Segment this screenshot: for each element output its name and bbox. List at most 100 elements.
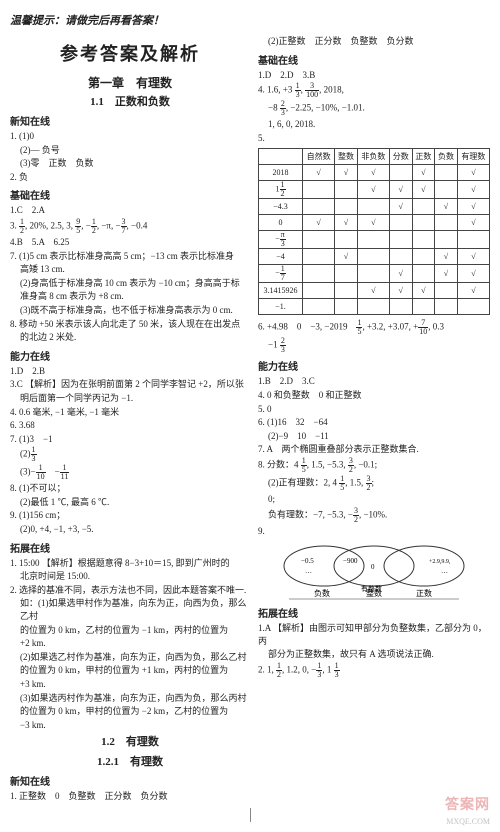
table-cell: √ bbox=[435, 265, 458, 283]
venn-diagram: −0.5 … −900 0 +2.9,9.9, … 负数 整数 正数 有整数 bbox=[258, 541, 490, 601]
table-header bbox=[259, 149, 303, 165]
heading-jichu: 基础在线 bbox=[10, 187, 250, 202]
heading-xinzhi-2: 新知在线 bbox=[10, 773, 250, 788]
table-cell: √ bbox=[357, 181, 389, 199]
table-cell: √ bbox=[457, 249, 489, 265]
table-cell: √ bbox=[389, 283, 412, 299]
text-line: 1. (1)0 bbox=[10, 130, 250, 143]
table-row-label: −π3 bbox=[259, 231, 303, 249]
text-line: (3)零 正数 负数 bbox=[10, 157, 250, 170]
text-line: 5. 0 bbox=[258, 403, 490, 416]
table-cell: √ bbox=[435, 249, 458, 265]
table-header: 有理数 bbox=[457, 149, 489, 165]
table-row-label: 3.1415926 bbox=[259, 283, 303, 299]
table-cell bbox=[357, 265, 389, 283]
text-line: 7. (1)3 −1 bbox=[10, 433, 250, 446]
table-cell bbox=[457, 231, 489, 249]
heading-nengli-r: 能力在线 bbox=[258, 358, 490, 373]
table-row-label: −1. bbox=[259, 299, 303, 315]
text-line: 6. 3.68 bbox=[10, 419, 250, 432]
text-line: (2)— 负号 bbox=[10, 144, 250, 157]
right-column: (2)正整数 正分数 负整数 负分数 基础在线 1.D 2.D 3.B 4. 1… bbox=[258, 34, 490, 804]
table-cell bbox=[303, 249, 335, 265]
table-cell bbox=[435, 299, 458, 315]
table-cell bbox=[335, 199, 358, 215]
text-line: 高矮 13 cm. bbox=[10, 263, 250, 276]
text-line: 1. 正整数 0 负整数 正分数 负分数 bbox=[10, 790, 250, 803]
table-row-label: −4.3 bbox=[259, 199, 303, 215]
text-line: (3)−110 −111 bbox=[10, 464, 250, 481]
svg-text:…: … bbox=[305, 567, 312, 575]
table-cell: √ bbox=[412, 165, 435, 181]
main-title: 参考答案及解析 bbox=[10, 40, 250, 66]
table-cell bbox=[435, 215, 458, 231]
heading-xinzhi: 新知在线 bbox=[10, 113, 250, 128]
table-cell bbox=[389, 231, 412, 249]
text-line: 3.C 【解析】因为在张明前面第 2 个同学李智记 +2，所以张 bbox=[10, 378, 250, 391]
text-line: 北京时间是 15:00. bbox=[10, 570, 250, 583]
text-line: 1, 6, 0, 2018. bbox=[258, 118, 490, 131]
text-line: 1. 15:00 【解析】根据题意得 8−3+10＝15, 即到广州时的 bbox=[10, 557, 250, 570]
table-cell bbox=[389, 249, 412, 265]
table-cell: √ bbox=[303, 165, 335, 181]
table-row-label: 112 bbox=[259, 181, 303, 199]
text-line: 3. 12, 20%, 2.5, 3, 95, −12, −π, −37, −0… bbox=[10, 218, 250, 235]
text-line: (2)身高低于标准身高 10 cm 表示为 −10 cm；身高高于标 bbox=[10, 277, 250, 290]
number-classification-table: 自然数 整数 非负数 分数 正数 负数 有理数 2018√√√√√112√√√√… bbox=[258, 148, 490, 315]
table-row-label: −4 bbox=[259, 249, 303, 265]
table-cell: √ bbox=[457, 283, 489, 299]
section-1-2: 1.2 有理数 bbox=[10, 733, 250, 749]
text-line: (2)如果选乙村作为基准，向东为正，向西为负，那么乙村 bbox=[10, 651, 250, 664]
table-cell: √ bbox=[457, 265, 489, 283]
table-cell: √ bbox=[389, 181, 412, 199]
text-line: 1.D 2.D 3.B bbox=[258, 69, 490, 82]
watermark: 答案网 bbox=[445, 794, 490, 814]
table-row-label: 0 bbox=[259, 215, 303, 231]
text-line: (2)正有理数：2, 4 15, 1.5, 32; bbox=[258, 475, 490, 492]
table-cell bbox=[303, 283, 335, 299]
svg-text:…: … bbox=[441, 567, 448, 575]
table-cell bbox=[389, 299, 412, 315]
table-cell bbox=[357, 199, 389, 215]
text-line: 4.B 5.A 6.25 bbox=[10, 236, 250, 249]
table-header: 整数 bbox=[335, 149, 358, 165]
table-cell bbox=[335, 299, 358, 315]
text-line: 如：(1)如果选甲村作为基准，向东为正，向西为负，那么乙村 bbox=[10, 597, 250, 622]
table-cell: √ bbox=[357, 283, 389, 299]
table-cell: √ bbox=[335, 215, 358, 231]
text-line: +3 km. bbox=[10, 678, 250, 691]
text-line: 6. +4.98 0 −3, −2019 15, +3.2, +3.07, +7… bbox=[258, 319, 490, 336]
table-row-label: 2018 bbox=[259, 165, 303, 181]
chapter-1: 第一章 有理数 bbox=[10, 74, 250, 91]
text-line: −8 23, −2.25, −10%, −1.01. bbox=[258, 100, 490, 117]
page-divider bbox=[250, 808, 251, 822]
reminder-text: 温馨提示：请做完后再看答案！ bbox=[10, 12, 490, 28]
text-line: 7. A 两个椭圆重叠部分表示正整数集合. bbox=[258, 443, 490, 456]
text-line: 2. 选择的基准不同，表示方法也不同，因此本题答案不唯一. bbox=[10, 584, 250, 597]
text-line: 准身高 8 cm 表示为 +8 cm. bbox=[10, 290, 250, 303]
svg-text:−900: −900 bbox=[343, 557, 358, 565]
text-line: 9. (1)156 cm； bbox=[10, 509, 250, 522]
table-cell bbox=[335, 265, 358, 283]
table-cell bbox=[357, 231, 389, 249]
text-line: 的北边 2 米处. bbox=[10, 331, 250, 344]
table-header: 正数 bbox=[412, 149, 435, 165]
table-cell: √ bbox=[303, 215, 335, 231]
heading-tuozhan-r: 拓展在线 bbox=[258, 605, 490, 620]
text-line: (2)0, +4, −1, +3, −5. bbox=[10, 523, 250, 536]
text-line: 1.D 2.B bbox=[10, 365, 250, 378]
table-cell bbox=[389, 165, 412, 181]
table-header: 分数 bbox=[389, 149, 412, 165]
svg-text:有整数: 有整数 bbox=[361, 584, 382, 593]
text-line: 负有理数：−7, −5.3, −32, −10%. bbox=[258, 507, 490, 524]
table-cell bbox=[412, 231, 435, 249]
text-line: 的位置为 0 km，甲村的位置为 −2 km，乙村的位置为 bbox=[10, 705, 250, 718]
table-header: 自然数 bbox=[303, 149, 335, 165]
table-cell: √ bbox=[357, 165, 389, 181]
text-line: 4. 1.6, +3 13, 3100, 2018, bbox=[258, 82, 490, 99]
text-line: (2)13 bbox=[10, 446, 250, 463]
table-cell: √ bbox=[357, 215, 389, 231]
table-cell bbox=[357, 299, 389, 315]
section-1-1: 1.1 正数和负数 bbox=[10, 93, 250, 109]
text-line: 的位置为 0 km，乙村的位置为 −1 km，丙村的位置为 bbox=[10, 624, 250, 637]
